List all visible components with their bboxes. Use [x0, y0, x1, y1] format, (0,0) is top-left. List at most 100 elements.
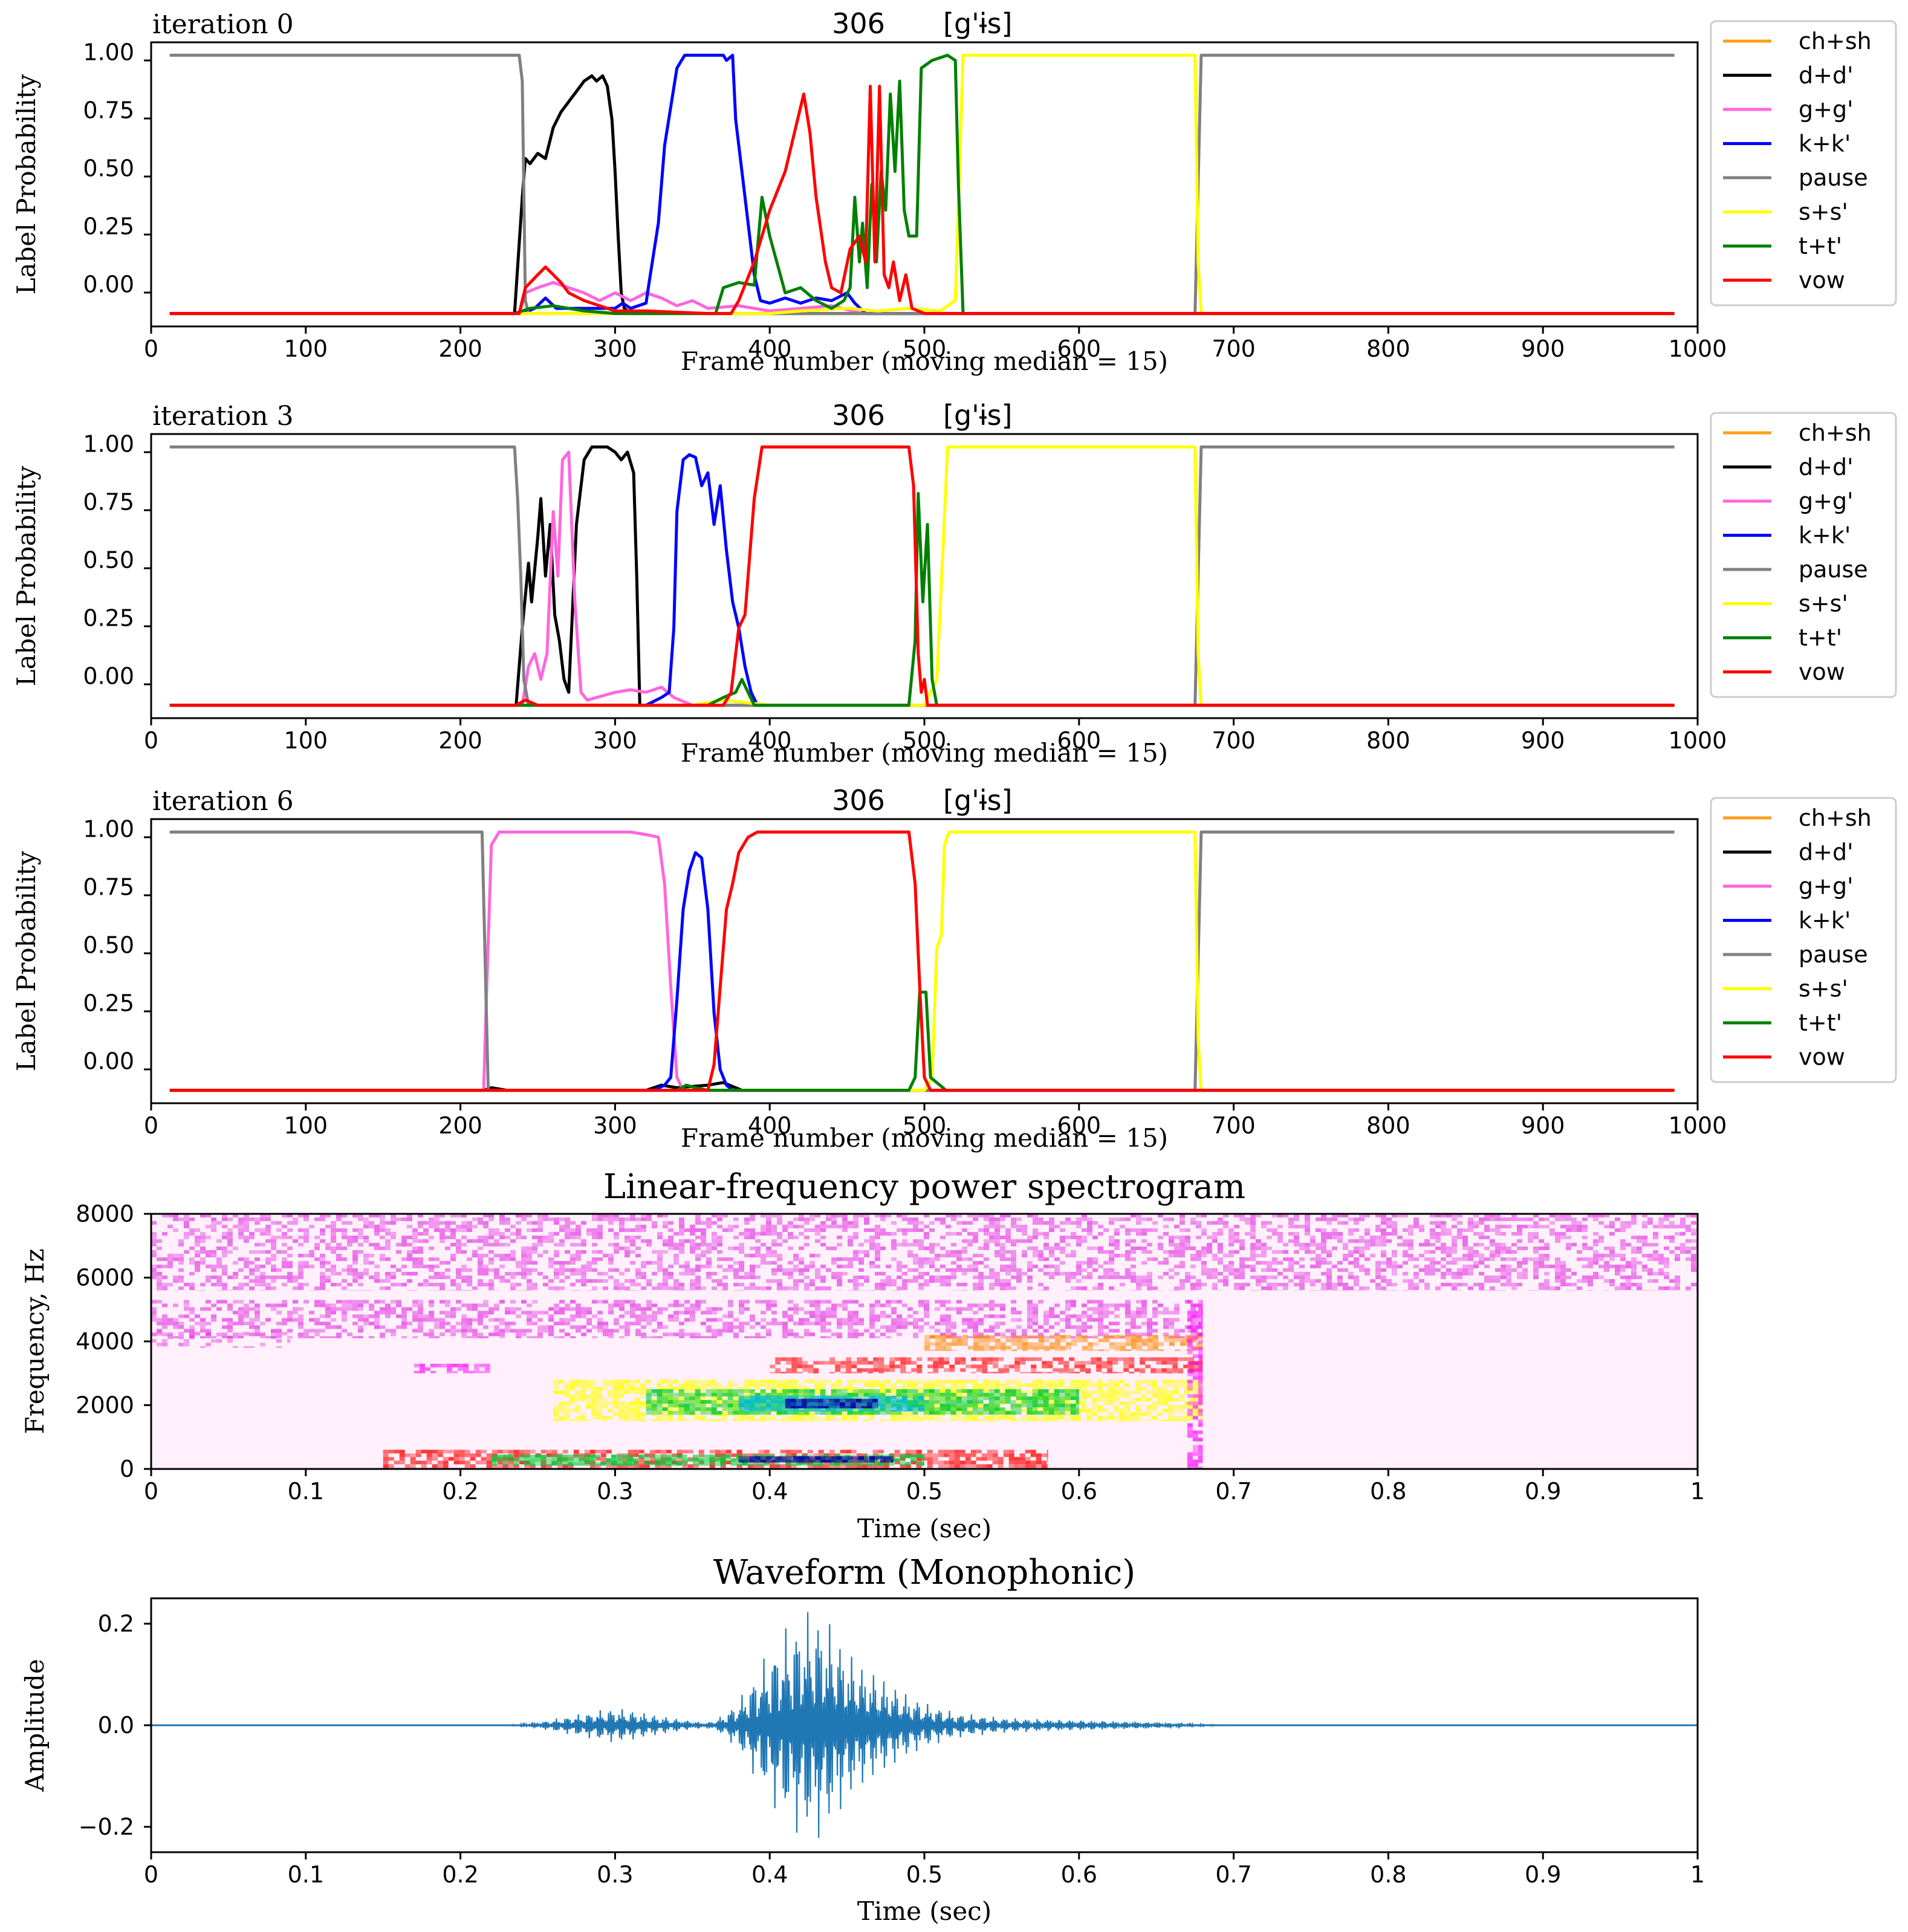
spectrogram-cell	[255, 1221, 260, 1225]
spectrogram-cell	[510, 1276, 516, 1279]
spectrogram-cell	[445, 1321, 450, 1326]
spectrogram-cell	[1675, 1283, 1680, 1286]
spectrogram-cell	[978, 1290, 984, 1291]
spectrogram-cell	[576, 1279, 581, 1283]
spectrogram-cell	[1321, 1239, 1326, 1243]
spectrogram-cell	[249, 1268, 255, 1272]
spectrogram-cell	[407, 1243, 412, 1246]
spectrogram-cell	[445, 1236, 450, 1239]
spectrogram-cell	[407, 1217, 412, 1221]
spectrogram-cell	[1180, 1221, 1185, 1225]
spectrogram-cell	[739, 1232, 744, 1236]
spectrogram-cell	[1381, 1236, 1386, 1239]
spectrogram-cell	[1169, 1335, 1175, 1339]
spectrogram-cell	[1104, 1338, 1109, 1343]
spectrogram-cell	[673, 1286, 679, 1290]
spectrogram-cell	[331, 1221, 336, 1225]
spectrogram-cell	[1175, 1349, 1180, 1351]
spectrogram-cell	[238, 1217, 244, 1221]
spectrogram-cell	[869, 1228, 875, 1232]
spectrogram-cell	[570, 1228, 576, 1232]
spectrogram-cell	[853, 1300, 858, 1304]
spectrogram-cell	[1137, 1346, 1142, 1350]
spectrogram-cell	[973, 1318, 978, 1322]
spectrogram-cell	[949, 1364, 955, 1369]
spectrogram-cell	[1005, 1250, 1011, 1254]
spectrogram-cell	[913, 1276, 918, 1279]
spectrogram-cell	[1191, 1349, 1196, 1351]
spectrogram-cell	[157, 1343, 162, 1347]
spectrogram-cell	[913, 1311, 918, 1315]
spectrogram-cell	[788, 1221, 793, 1225]
spectrogram-cell	[690, 1232, 695, 1236]
spectrogram-cell	[984, 1232, 989, 1236]
spectrogram-cell	[1566, 1276, 1571, 1279]
spectrogram-cell	[1642, 1236, 1647, 1239]
spectrogram-cell	[808, 1372, 814, 1373]
spectrogram-cell	[483, 1225, 488, 1228]
spectrogram-cell	[597, 1279, 603, 1283]
spectrogram-cell	[962, 1228, 967, 1232]
spectrogram-cell	[995, 1250, 1000, 1254]
spectrogram-cell	[499, 1329, 505, 1333]
spectrogram-cell	[516, 1221, 521, 1225]
spectrogram-cell	[1137, 1335, 1142, 1339]
spectrogram-cell	[1114, 1232, 1120, 1236]
spectrogram-cell	[635, 1390, 641, 1395]
panel-label: iteration 0	[152, 9, 294, 40]
spectrogram-cell	[244, 1321, 249, 1326]
spectrogram-cell	[314, 1303, 320, 1308]
spectrogram-cell	[467, 1257, 472, 1261]
spectrogram-cell	[1169, 1250, 1174, 1254]
spectrogram-cell	[423, 1332, 429, 1337]
spectrogram-cell	[1686, 1290, 1691, 1291]
spectrogram-cell	[1326, 1286, 1332, 1290]
spectrogram-cell	[952, 1335, 957, 1339]
spectrogram-cell	[597, 1236, 603, 1239]
spectrogram-cell	[998, 1357, 1004, 1361]
spectrogram-cell	[755, 1250, 761, 1254]
spectrogram-cell	[1288, 1257, 1294, 1261]
spectrogram-cell	[1022, 1338, 1028, 1343]
spectrogram-cell	[1462, 1243, 1468, 1246]
spectrogram-cell	[712, 1311, 717, 1315]
spectrogram-cell	[532, 1221, 537, 1225]
spectrogram-cell	[1065, 1279, 1071, 1283]
spectrogram-cell	[652, 1314, 657, 1318]
spectrogram-cell	[1005, 1214, 1011, 1217]
spectrogram-cell	[912, 1387, 918, 1391]
spectrogram-cell	[548, 1239, 554, 1243]
spectrogram-cell	[717, 1250, 722, 1254]
spectrogram-cell	[1511, 1268, 1517, 1272]
spectrogram-cell	[576, 1236, 581, 1239]
spectrogram-cell	[1021, 1390, 1027, 1395]
spectrogram-cell	[1370, 1239, 1375, 1243]
spectrogram-cell	[1049, 1228, 1054, 1232]
spectrogram-cell	[1490, 1257, 1495, 1261]
spectrogram-cell	[1054, 1265, 1060, 1268]
spectrogram-cell	[1147, 1250, 1152, 1254]
spectrogram-cell	[652, 1318, 657, 1322]
spectrogram-cell	[934, 1379, 940, 1384]
spectrogram-cell	[989, 1225, 995, 1228]
spectrogram-cell	[543, 1250, 548, 1254]
spectrogram-cell	[303, 1232, 309, 1236]
spectrogram-cell	[1103, 1307, 1109, 1311]
spectrogram-cell	[875, 1246, 880, 1250]
spectrogram-cell	[1218, 1232, 1223, 1236]
spectrogram-cell	[516, 1265, 521, 1268]
spectrogram-cell	[1528, 1236, 1533, 1239]
spectrogram-cell	[1609, 1257, 1615, 1261]
spectrogram-cell	[1364, 1257, 1370, 1261]
spectrogram-cell	[1364, 1239, 1370, 1243]
spectrogram-cell	[684, 1383, 690, 1387]
spectrogram-cell	[1022, 1254, 1027, 1257]
spectrogram-cell	[456, 1321, 461, 1326]
spectrogram-cell	[793, 1379, 799, 1384]
spectrogram-cell	[363, 1254, 369, 1257]
spectrogram-cell	[1043, 1329, 1049, 1333]
spectrogram-cell	[776, 1390, 782, 1395]
spectrogram-cell	[684, 1379, 690, 1384]
spectrogram-cell	[791, 1368, 797, 1372]
spectrogram-cell	[897, 1243, 902, 1246]
